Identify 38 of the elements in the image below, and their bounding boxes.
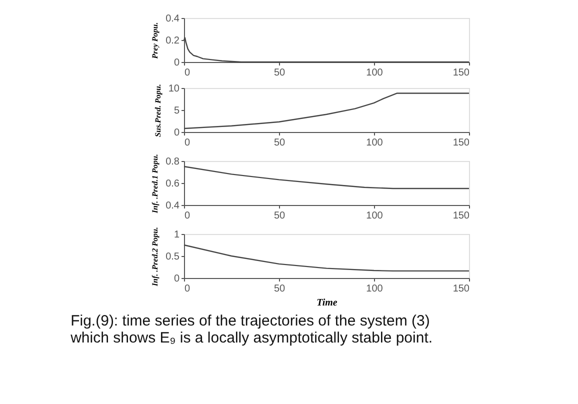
x-tick-label: 100 [366,68,384,78]
y-tick-label: 1 [174,230,180,240]
x-tick-label: 100 [366,284,384,294]
y-tick-label: 0 [174,128,180,138]
x-tick-label: 100 [366,210,384,222]
x-tick-label: 100 [366,138,384,148]
x-tick-label: 50 [274,210,286,222]
y-axis-title: Prey Popu. [150,22,160,59]
x-tick-label: 150 [452,284,470,294]
y-tick-label: 0.5 [166,252,180,262]
x-tick-label: 50 [274,138,286,148]
y-axis-title: Sus.Pred. Popu. [153,84,162,137]
x-tick-label: 50 [274,284,286,294]
line-series [183,166,470,190]
y-tick-label: 0.4 [166,14,180,24]
y-tick-label: 10 [168,84,180,94]
line-series [183,92,470,130]
y-tick-label: 5 [174,106,180,116]
x-tick-label: 0 [184,284,190,294]
x-tick-label: 0 [184,138,190,148]
x-tick-label: 50 [274,68,286,78]
x-tick-label: 0 [184,210,190,222]
x-tick-label: 150 [452,68,470,78]
y-axis-title: Inf. .Pred.1 Popu. [150,154,160,214]
x-tick-label: 0 [184,68,190,78]
line-series [183,244,470,272]
y-tick-label: 0.4 [166,200,180,212]
x-tick-label: 150 [452,138,470,148]
text: which shows E₉ is a locally asymptotically stable point. [70,330,433,346]
x-axis-title: Time [316,298,338,308]
y-tick-label: 0.6 [166,178,180,190]
y-tick-label: 0 [174,58,180,68]
y-tick-label: 0.2 [166,36,180,46]
y-axis-title: Inf. .Pred.2 Popu. [150,226,160,288]
x-tick-label: 150 [452,210,470,222]
y-tick-label: 0 [174,274,180,284]
y-tick-label: 0.8 [166,156,180,168]
text: Fig.(9): time series of the trajectories of the system (3) [70,312,430,330]
